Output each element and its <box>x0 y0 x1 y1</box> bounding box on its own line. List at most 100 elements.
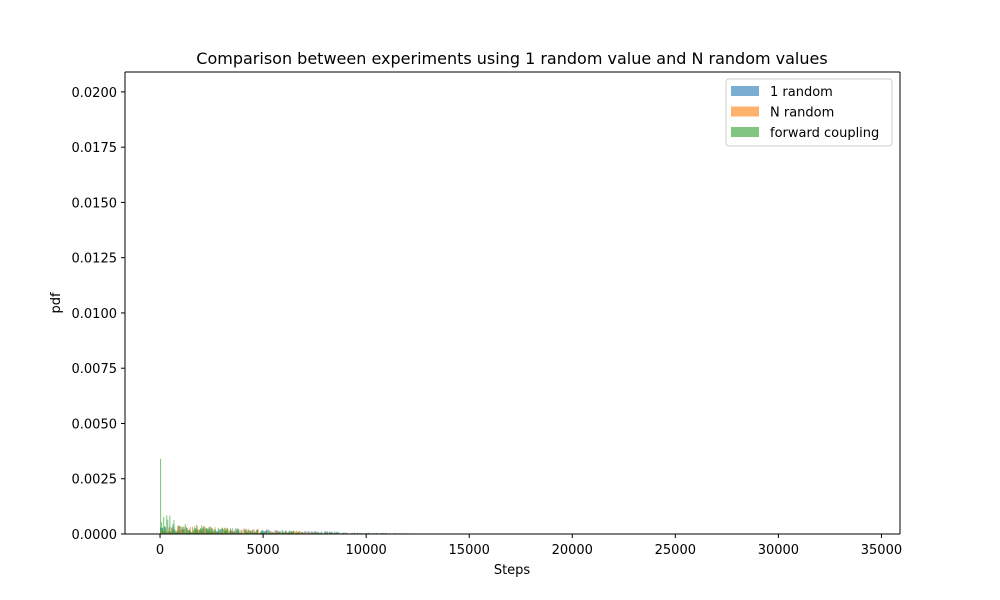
histogram-bar <box>308 531 310 534</box>
histogram-bar <box>278 531 280 534</box>
histogram-bar <box>220 528 222 534</box>
histogram-bar <box>248 530 250 534</box>
histogram-bar <box>200 528 202 534</box>
histogram-bar <box>299 530 301 534</box>
histogram-bar <box>234 531 236 534</box>
histogram-bar <box>262 532 264 534</box>
histogram-bar <box>305 531 307 534</box>
histogram-bar <box>334 532 336 534</box>
histogram-bar <box>226 528 228 534</box>
histogram-bar <box>188 529 190 534</box>
histogram-bar <box>205 528 207 534</box>
histogram-bar <box>236 528 238 534</box>
legend-label: N random <box>770 106 834 121</box>
legend-swatch <box>731 127 759 137</box>
histogram-bar <box>211 528 213 534</box>
histogram-bar <box>351 532 353 534</box>
histogram-bar <box>324 531 326 534</box>
histogram-bar <box>196 524 198 534</box>
histogram-bar <box>287 532 289 534</box>
histogram-bar <box>253 529 255 534</box>
histogram-bar <box>219 529 221 534</box>
histogram-bar <box>356 532 358 534</box>
histogram-bar <box>276 531 278 534</box>
histogram-bar <box>198 529 200 534</box>
histogram-bar <box>210 527 212 534</box>
histogram-bar <box>190 531 192 534</box>
histogram-bar <box>189 527 191 534</box>
histogram-bar <box>263 532 265 534</box>
histogram-bar <box>270 532 272 534</box>
histogram-bar <box>183 529 185 534</box>
histogram-bar <box>310 531 312 534</box>
histogram-bar <box>289 531 291 534</box>
x-tick-label: 35000 <box>861 543 902 558</box>
plot-background <box>125 72 900 534</box>
y-tick-label: 0.0025 <box>72 473 118 488</box>
x-tick-label: 0 <box>156 543 164 558</box>
histogram-bar <box>213 529 215 534</box>
legend-box <box>725 78 893 147</box>
histogram-bar <box>243 529 245 534</box>
histogram-bar <box>316 532 318 534</box>
histogram-bar <box>296 530 298 534</box>
histogram-bar <box>176 529 178 534</box>
histogram-bar <box>263 530 265 534</box>
histogram-bar <box>320 532 322 534</box>
histogram-bar <box>336 531 338 534</box>
histogram-bar <box>255 532 257 534</box>
histogram-bar <box>304 532 306 534</box>
histogram-bar <box>163 516 165 534</box>
histogram-bar <box>228 529 230 534</box>
legend-label: 1 random <box>770 85 833 100</box>
histogram-bar <box>199 529 201 534</box>
histogram-bar <box>285 530 287 534</box>
histogram-bar <box>216 531 218 534</box>
histogram-bar <box>171 527 173 534</box>
histogram-bar <box>330 532 332 534</box>
histogram-bar <box>255 529 257 534</box>
y-tick-label: 0.0175 <box>72 141 118 156</box>
histogram-bar <box>236 531 238 534</box>
histogram-bar <box>323 532 325 534</box>
histogram-bar <box>168 531 170 534</box>
histogram-bar <box>189 531 191 534</box>
histogram-bar <box>209 526 211 534</box>
histogram-bar <box>275 530 277 534</box>
histogram-bar <box>238 529 240 534</box>
histogram-bar <box>338 532 340 534</box>
x-tick-label: 25000 <box>655 543 696 558</box>
histogram-bar <box>382 532 384 534</box>
histogram-bar <box>368 532 370 534</box>
histogram-bar <box>229 531 231 534</box>
histogram-bar <box>286 532 288 534</box>
histogram-bar <box>274 529 276 534</box>
histogram-bar <box>232 528 234 534</box>
histogram-bar <box>219 531 221 534</box>
histogram-bar <box>313 532 315 534</box>
histogram-bar <box>321 532 323 534</box>
histogram-bar <box>265 530 267 534</box>
histogram-bar <box>173 520 175 534</box>
histogram-bar <box>217 527 219 534</box>
histogram-bar <box>279 532 281 534</box>
histogram-bar <box>328 532 330 534</box>
histogram-bar <box>249 531 251 534</box>
histogram-bar <box>250 531 252 534</box>
histogram-bar <box>298 532 300 534</box>
histogram-bar <box>168 527 170 534</box>
histogram-bar <box>270 530 272 534</box>
histogram-bar <box>223 528 225 534</box>
histogram-bar <box>282 531 284 534</box>
histogram-bar <box>288 531 290 534</box>
histogram-bar <box>306 531 308 534</box>
x-tick-label: 5000 <box>247 543 280 558</box>
histogram-bar <box>284 531 286 534</box>
y-axis-label: pdf <box>49 292 64 314</box>
histogram-bar <box>343 532 345 534</box>
histogram-bar <box>169 515 171 534</box>
histogram-bar <box>201 525 203 534</box>
plot-area <box>125 72 900 534</box>
histogram-bar <box>180 530 182 534</box>
